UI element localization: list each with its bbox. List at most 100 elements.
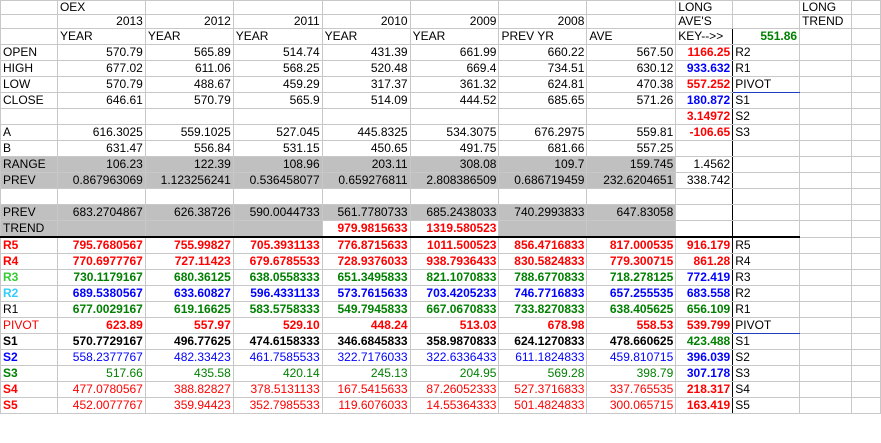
cell[interactable]: 611.06 bbox=[144, 60, 234, 77]
cell[interactable]: 830.5824833 bbox=[498, 253, 588, 270]
cell[interactable]: 527.3716833 bbox=[498, 381, 588, 398]
cell[interactable]: 727.11423 bbox=[144, 253, 234, 270]
key-value[interactable]: 3.14972 bbox=[675, 108, 734, 125]
cell[interactable]: 0.867963069 bbox=[56, 172, 146, 189]
row-label[interactable]: PREV bbox=[0, 172, 58, 189]
cell[interactable]: 619.16625 bbox=[144, 301, 234, 318]
row-label[interactable]: LOW bbox=[0, 76, 58, 93]
cell[interactable]: 346.6845833 bbox=[321, 333, 411, 350]
cell[interactable]: 448.24 bbox=[321, 317, 411, 334]
row-label[interactable]: OPEN bbox=[0, 44, 58, 61]
cell[interactable]: 2.808386509 bbox=[409, 172, 500, 189]
cell[interactable]: 106.23 bbox=[56, 156, 146, 173]
cell[interactable]: 660.22 bbox=[498, 44, 588, 61]
cell[interactable]: 651.3495833 bbox=[321, 269, 411, 286]
cell[interactable]: 583.5758333 bbox=[232, 301, 323, 318]
cell[interactable]: 431.39 bbox=[321, 44, 411, 61]
cell[interactable]: 570.79 bbox=[56, 76, 146, 93]
cell[interactable]: 567.50 bbox=[586, 44, 677, 61]
row-label[interactable]: R3 bbox=[0, 269, 58, 286]
cell[interactable]: 337.765535 bbox=[586, 381, 677, 398]
row-label[interactable]: CLOSE bbox=[0, 92, 58, 109]
key-value[interactable]: 396.039 bbox=[675, 349, 734, 366]
cell[interactable]: 559.1025 bbox=[144, 124, 234, 141]
cell[interactable]: 0.686719459 bbox=[498, 172, 588, 189]
cell[interactable]: 680.36125 bbox=[144, 269, 234, 286]
cell[interactable]: 565.9 bbox=[232, 92, 323, 109]
cell[interactable]: 245.13 bbox=[321, 365, 411, 382]
row-label[interactable]: S5 bbox=[0, 397, 58, 414]
year-2010[interactable]: 2010 bbox=[321, 14, 411, 29]
cell[interactable]: 232.6204651 bbox=[586, 172, 677, 189]
cell[interactable]: 685.2438033 bbox=[409, 204, 500, 221]
key-value[interactable]: 861.28 bbox=[675, 253, 734, 270]
key-value[interactable]: 772.419 bbox=[675, 269, 734, 286]
cell[interactable]: 308.08 bbox=[409, 156, 500, 173]
cell[interactable]: 795.7680567 bbox=[56, 236, 146, 254]
key-value[interactable]: 683.558 bbox=[675, 285, 734, 302]
key-level[interactable]: R5 bbox=[732, 236, 801, 254]
cell[interactable]: 568.25 bbox=[232, 60, 323, 77]
cell[interactable]: 549.7945833 bbox=[321, 301, 411, 318]
key-level[interactable]: PIVOT bbox=[732, 76, 801, 93]
cell[interactable]: 496.77625 bbox=[144, 333, 234, 350]
key-value[interactable]: 163.419 bbox=[675, 397, 734, 414]
cell[interactable]: 733.8270833 bbox=[498, 301, 588, 318]
cell[interactable]: 755.99827 bbox=[144, 236, 234, 254]
key-value[interactable]: 1166.25 bbox=[675, 44, 734, 61]
cell[interactable]: 646.61 bbox=[56, 92, 146, 109]
cell[interactable]: 718.278125 bbox=[586, 269, 677, 286]
cell[interactable]: 317.37 bbox=[321, 76, 411, 93]
cell[interactable]: 571.26 bbox=[586, 92, 677, 109]
cell[interactable]: 378.5131133 bbox=[232, 381, 323, 398]
col-label[interactable]: YEAR bbox=[232, 28, 323, 45]
cell[interactable]: 0.659276811 bbox=[321, 172, 411, 189]
cell[interactable]: 746.7716833 bbox=[498, 285, 588, 302]
cell[interactable]: 398.79 bbox=[586, 365, 677, 382]
cell[interactable]: 322.6336433 bbox=[409, 349, 500, 366]
index-name[interactable]: OEX bbox=[56, 0, 146, 15]
cell[interactable]: 703.4205233 bbox=[409, 285, 500, 302]
cell[interactable]: 300.065715 bbox=[586, 397, 677, 414]
cell[interactable]: 87.26052333 bbox=[409, 381, 500, 398]
cell[interactable]: 482.33423 bbox=[144, 349, 234, 366]
row-label[interactable]: A bbox=[0, 124, 58, 141]
row-label[interactable]: S4 bbox=[0, 381, 58, 398]
cell[interactable]: 1011.500523 bbox=[409, 236, 500, 254]
row-label[interactable]: R5 bbox=[0, 236, 58, 254]
key-value[interactable]: 1.4562 bbox=[675, 156, 734, 173]
key-value[interactable]: 933.632 bbox=[675, 60, 734, 77]
cell[interactable]: 452.0077767 bbox=[56, 397, 146, 414]
cell[interactable]: 557.97 bbox=[144, 317, 234, 334]
cell[interactable]: 821.1070833 bbox=[409, 269, 500, 286]
cell[interactable]: 570.7729167 bbox=[56, 333, 146, 350]
cell[interactable]: 661.99 bbox=[409, 44, 500, 61]
cell[interactable]: 488.67 bbox=[144, 76, 234, 93]
cell[interactable]: 557.25 bbox=[586, 140, 677, 157]
cell[interactable]: 770.6977767 bbox=[56, 253, 146, 270]
year-2008[interactable]: 2008 bbox=[498, 14, 588, 29]
year-2011[interactable]: 2011 bbox=[232, 14, 323, 29]
cell[interactable]: 513.03 bbox=[409, 317, 500, 334]
cell[interactable]: 570.79 bbox=[56, 44, 146, 61]
cell[interactable]: 352.7985533 bbox=[232, 397, 323, 414]
cell[interactable]: 478.660625 bbox=[586, 333, 677, 350]
cell[interactable]: 1319.580523 bbox=[409, 220, 500, 238]
year-2009[interactable]: 2009 bbox=[409, 14, 500, 29]
cell[interactable]: 119.6076033 bbox=[321, 397, 411, 414]
cell[interactable]: 534.3075 bbox=[409, 124, 500, 141]
key-value[interactable]: 656.109 bbox=[675, 301, 734, 318]
cell[interactable]: 461.7585533 bbox=[232, 349, 323, 366]
cell[interactable]: 705.3931133 bbox=[232, 236, 323, 254]
row-label[interactable]: PREV bbox=[0, 204, 58, 221]
key-level[interactable]: R3 bbox=[732, 269, 801, 286]
long-trend-value[interactable]: 551.86 bbox=[732, 28, 801, 45]
col-label[interactable]: YEAR bbox=[321, 28, 411, 45]
year-2013[interactable]: 2013 bbox=[56, 14, 146, 29]
cell[interactable]: 638.0558333 bbox=[232, 269, 323, 286]
long-label-1[interactable]: LONG bbox=[675, 0, 734, 15]
cell[interactable]: 361.32 bbox=[409, 76, 500, 93]
cell[interactable]: 470.38 bbox=[586, 76, 677, 93]
key-value[interactable]: 539.799 bbox=[675, 317, 734, 334]
cell[interactable]: 630.12 bbox=[586, 60, 677, 77]
